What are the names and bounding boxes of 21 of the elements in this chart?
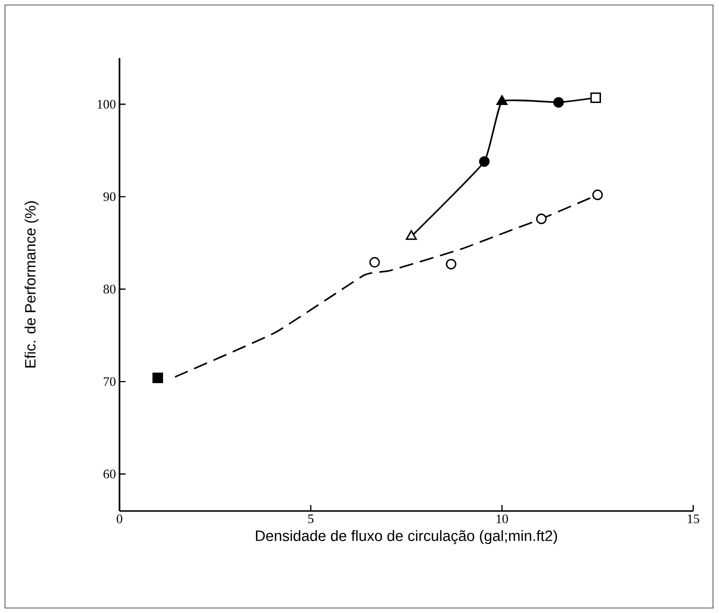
x-axis-title: Densidade de fluxo de circulação (gal;min.ft2): [256, 530, 557, 544]
point: [496, 95, 508, 105]
point: [152, 372, 164, 384]
x-tick-label: 5: [308, 514, 314, 524]
point: [536, 214, 547, 224]
point: [369, 257, 380, 268]
y-tick-label: 60: [104, 470, 116, 478]
y-axis-title: Efic. de Performance (%): [24, 201, 39, 368]
y-tick-label: 80: [104, 284, 116, 294]
x-tick-label: 0: [116, 514, 122, 524]
point: [592, 190, 603, 200]
y-tick-label: 100: [98, 100, 116, 109]
x-tick-label: 10: [496, 514, 508, 524]
y-tick-label: 90: [103, 192, 116, 202]
point: [446, 258, 456, 270]
point: [553, 97, 564, 108]
point: [590, 92, 601, 104]
y-tick-label: 70: [104, 377, 116, 386]
x-tick-label: 15: [688, 514, 700, 524]
point: [479, 156, 490, 167]
point: [406, 230, 417, 240]
